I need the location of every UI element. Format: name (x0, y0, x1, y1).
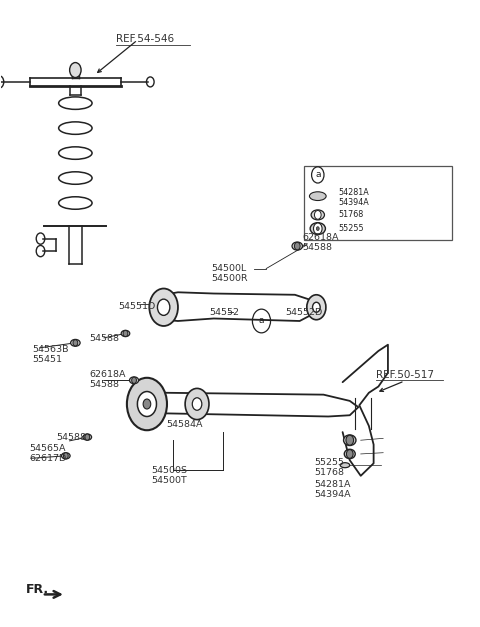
Text: 62617D: 62617D (29, 454, 66, 463)
Circle shape (185, 388, 209, 419)
Ellipse shape (83, 434, 92, 440)
Text: 54500T: 54500T (152, 477, 188, 485)
Circle shape (85, 434, 90, 440)
Text: 54588: 54588 (56, 433, 86, 441)
Text: 54552D: 54552D (285, 308, 323, 317)
Text: a: a (315, 171, 321, 179)
Circle shape (63, 453, 68, 459)
Text: 54552: 54552 (209, 308, 239, 317)
Circle shape (192, 398, 202, 410)
Text: 54588: 54588 (302, 243, 332, 252)
Text: 54584A: 54584A (166, 420, 203, 429)
Circle shape (307, 295, 326, 320)
Text: 62618A: 62618A (302, 233, 338, 242)
Text: 54565A: 54565A (29, 444, 66, 453)
Circle shape (73, 340, 78, 346)
Text: 55255: 55255 (314, 458, 344, 466)
Ellipse shape (344, 450, 355, 458)
Circle shape (132, 377, 136, 384)
Text: 54500R: 54500R (211, 274, 248, 283)
Circle shape (312, 302, 320, 312)
Circle shape (137, 391, 156, 416)
Ellipse shape (310, 223, 325, 234)
Text: REF.50-517: REF.50-517 (376, 370, 434, 380)
Ellipse shape (344, 435, 356, 446)
Text: FR.: FR. (26, 583, 49, 596)
Ellipse shape (292, 242, 302, 250)
Text: 54281A: 54281A (314, 480, 350, 489)
Text: 54281A: 54281A (339, 188, 370, 197)
Text: 54588: 54588 (90, 380, 120, 389)
Text: 54394A: 54394A (314, 490, 350, 499)
Circle shape (294, 243, 300, 250)
Circle shape (143, 399, 151, 409)
Circle shape (127, 378, 167, 430)
Ellipse shape (61, 453, 70, 459)
Text: 54394A: 54394A (339, 198, 370, 207)
Text: 54588: 54588 (90, 334, 120, 343)
Text: 54563B: 54563B (33, 345, 69, 354)
Circle shape (314, 211, 321, 219)
FancyBboxPatch shape (304, 166, 452, 240)
Ellipse shape (311, 210, 324, 220)
Circle shape (347, 450, 353, 458)
Circle shape (346, 435, 354, 445)
Circle shape (313, 223, 322, 234)
Text: 54500L: 54500L (211, 264, 247, 273)
Text: 51768: 51768 (339, 211, 364, 219)
Circle shape (149, 288, 178, 326)
Ellipse shape (71, 339, 80, 346)
Text: 55451: 55451 (33, 355, 62, 364)
Ellipse shape (340, 463, 350, 468)
Ellipse shape (130, 377, 139, 384)
Text: 62618A: 62618A (90, 370, 126, 379)
Text: 51768: 51768 (314, 468, 344, 477)
Circle shape (123, 330, 128, 337)
Ellipse shape (310, 192, 326, 201)
Text: a: a (259, 317, 264, 325)
Text: 54500S: 54500S (152, 466, 188, 475)
Circle shape (316, 227, 319, 231)
Ellipse shape (121, 330, 130, 337)
Text: 55255: 55255 (339, 224, 364, 233)
Text: 54551D: 54551D (118, 302, 156, 310)
Circle shape (157, 299, 170, 315)
Circle shape (70, 63, 81, 78)
Text: REF.54-546: REF.54-546 (116, 34, 174, 44)
